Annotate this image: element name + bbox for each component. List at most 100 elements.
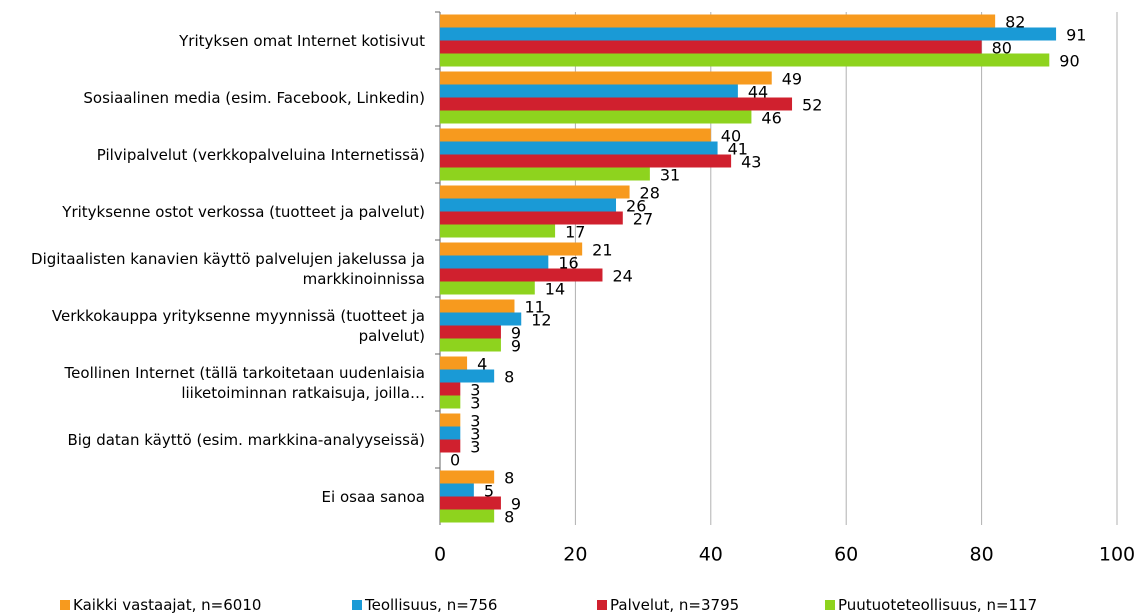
category-label: Digitaalisten kanavien käyttö palvelujen… <box>31 249 425 288</box>
category-label: Verkkokauppa yrityksenne myynnissä (tuot… <box>51 306 425 345</box>
legend-swatch <box>352 600 362 610</box>
value-label: 16 <box>558 254 578 273</box>
legend-item: Teollisuus, n=756 <box>352 596 497 614</box>
bar <box>440 496 501 510</box>
bar <box>440 40 982 54</box>
value-label: 91 <box>1066 26 1086 45</box>
value-label: 40 <box>721 127 741 146</box>
value-label: 3 <box>470 425 480 444</box>
value-label: 3 <box>470 381 480 400</box>
bar <box>440 185 630 199</box>
legend-swatch <box>60 600 70 610</box>
value-label: 3 <box>470 412 480 431</box>
category-label: Yrityksenne ostot verkossa (tuotteet ja … <box>62 202 425 221</box>
category-label: Ei osaa sanoa <box>321 487 425 506</box>
value-label: 8 <box>504 469 514 488</box>
value-label: 11 <box>524 298 544 317</box>
value-label: 28 <box>640 184 660 203</box>
legend-label: Kaikki vastaajat, n=6010 <box>73 596 262 614</box>
value-label: 0 <box>450 451 460 470</box>
bar <box>440 224 556 238</box>
bar <box>440 14 996 28</box>
x-tick-label: 20 <box>563 544 587 566</box>
value-label: 46 <box>761 109 781 128</box>
bar <box>440 299 515 313</box>
x-tick-label: 40 <box>699 544 723 566</box>
bar <box>440 356 468 370</box>
value-label: 17 <box>565 223 585 242</box>
value-label: 3 <box>470 394 480 413</box>
bar <box>440 325 501 339</box>
bar <box>440 255 549 269</box>
bar <box>440 242 583 256</box>
legend-label: Puutuoteteollisuus, n=117 <box>838 596 1038 614</box>
bar <box>440 312 522 326</box>
bar <box>440 509 495 523</box>
value-label: 8 <box>504 368 514 387</box>
bar <box>440 97 793 111</box>
value-label: 4 <box>477 355 487 374</box>
category-label: Yrityksen omat Internet kotisivut <box>179 31 425 50</box>
value-label: 5 <box>484 482 494 501</box>
bar <box>440 470 495 484</box>
legend-label: Palvelut, n=3795 <box>610 596 740 614</box>
bar <box>440 53 1050 67</box>
x-tick-label: 0 <box>434 544 446 566</box>
value-label: 80 <box>992 39 1012 58</box>
legend-swatch <box>597 600 607 610</box>
value-label: 27 <box>633 210 653 229</box>
legend-swatch <box>825 600 835 610</box>
x-tick-label: 80 <box>970 544 994 566</box>
value-label: 41 <box>728 140 748 159</box>
value-label: 26 <box>626 197 646 216</box>
value-label: 9 <box>511 324 521 343</box>
category-label: Teollinen Internet (tällä tarkoitetaan u… <box>64 363 425 402</box>
value-label: 24 <box>612 267 632 286</box>
value-label: 21 <box>592 241 612 260</box>
bar <box>440 268 603 282</box>
x-tick-label: 100 <box>1099 544 1135 566</box>
value-label: 90 <box>1059 52 1079 71</box>
x-tick-label: 60 <box>834 544 858 566</box>
value-label: 49 <box>782 70 802 89</box>
value-label: 12 <box>531 311 551 330</box>
bar <box>440 439 461 453</box>
bar <box>440 382 461 396</box>
bar <box>440 426 461 440</box>
legend-item: Palvelut, n=3795 <box>597 596 739 614</box>
category-label: Pilvipalvelut (verkkopalveluina Internet… <box>96 145 425 164</box>
value-label: 43 <box>741 153 761 172</box>
bar <box>440 338 501 352</box>
legend-item: Kaikki vastaajat, n=6010 <box>60 596 261 614</box>
value-label: 31 <box>660 166 680 185</box>
category-label: Sosiaalinen media (esim. Facebook, Linke… <box>83 88 425 107</box>
bar <box>440 281 535 295</box>
bar <box>440 141 718 155</box>
value-label: 52 <box>802 96 822 115</box>
value-label: 3 <box>470 438 480 457</box>
bar <box>440 413 461 427</box>
value-label: 8 <box>504 508 514 527</box>
bar <box>440 71 772 85</box>
bar <box>440 167 650 181</box>
legend-label: Teollisuus, n=756 <box>365 596 498 614</box>
bar <box>440 128 711 142</box>
legend-item: Puutuoteteollisuus, n=117 <box>825 596 1037 614</box>
bar <box>440 369 495 383</box>
value-label: 9 <box>511 495 521 514</box>
bar <box>440 211 623 225</box>
bar <box>440 395 461 409</box>
bar <box>440 27 1057 41</box>
category-label: Big datan käyttö (esim. markkina-analyys… <box>67 430 425 449</box>
value-label: 9 <box>511 337 521 356</box>
value-label: 14 <box>545 280 565 299</box>
bar <box>440 110 752 124</box>
value-label: 82 <box>1005 13 1025 32</box>
bar <box>440 483 474 497</box>
bar <box>440 154 732 168</box>
bar <box>440 198 617 212</box>
value-label: 44 <box>748 83 768 102</box>
bar <box>440 84 738 98</box>
